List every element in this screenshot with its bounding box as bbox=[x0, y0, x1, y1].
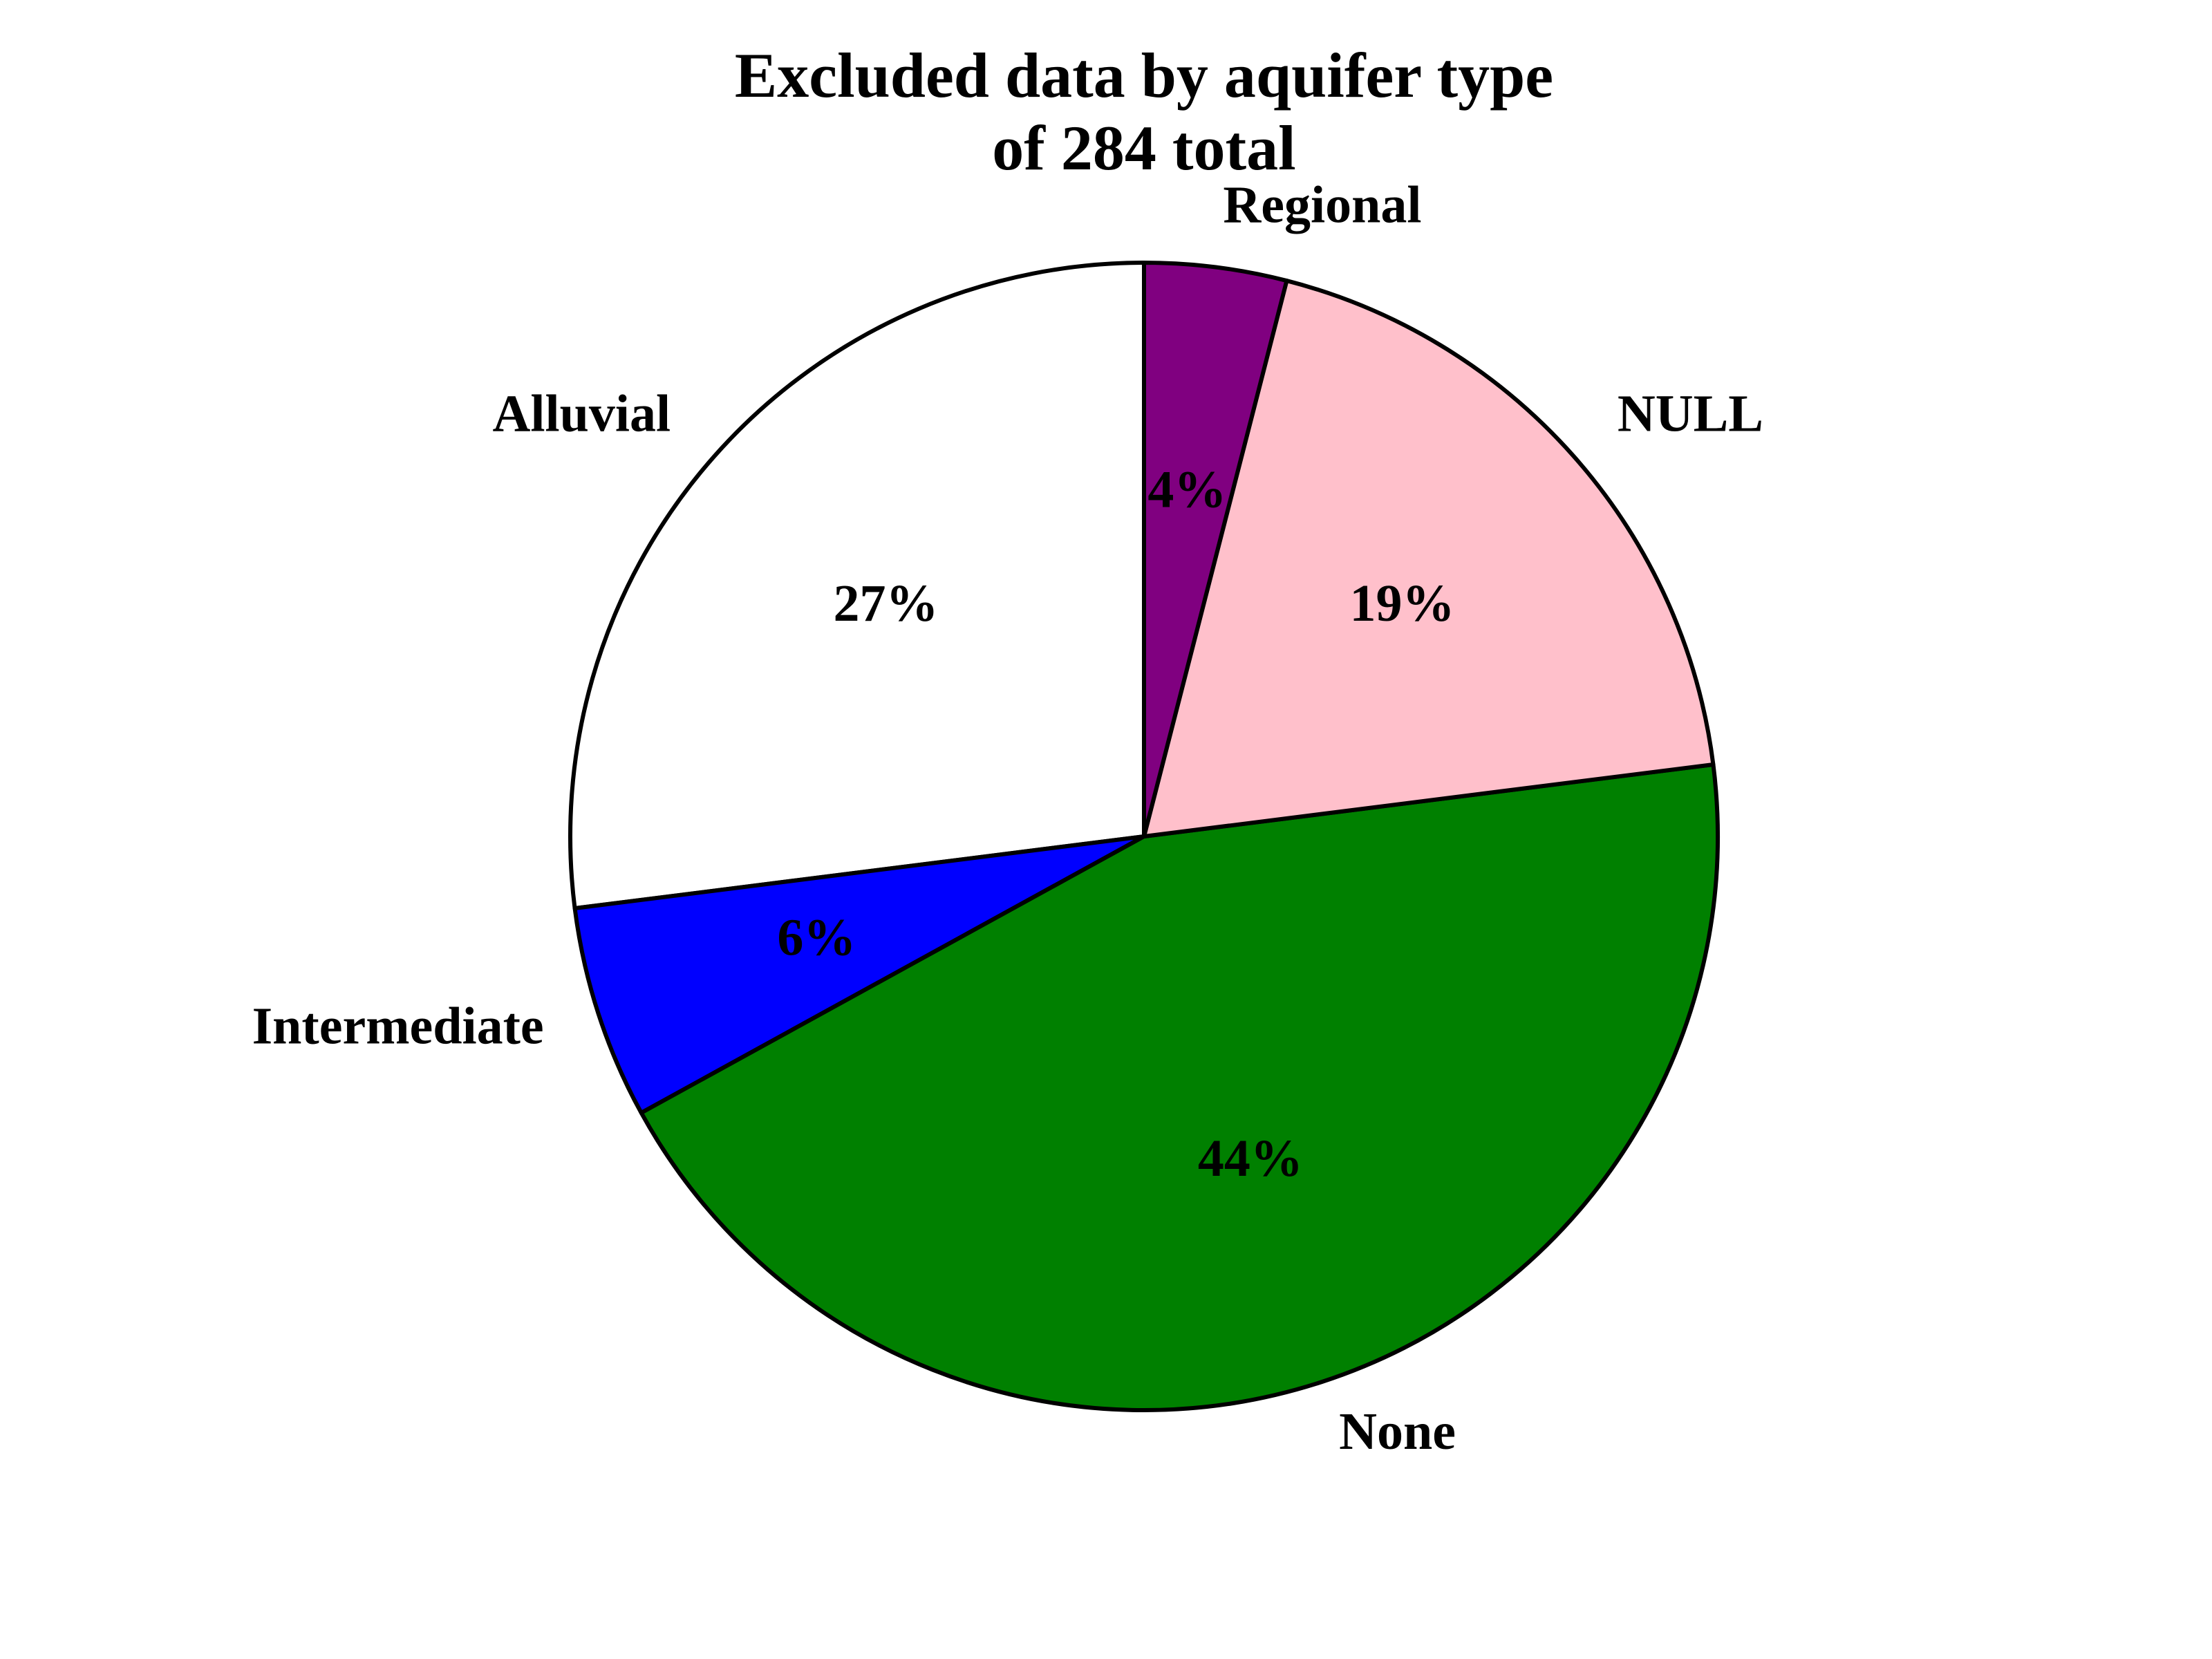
pie-slice-regional bbox=[1142, 261, 1289, 838]
slice-label-null: NULL bbox=[1618, 385, 1763, 443]
pie-slice-none bbox=[639, 762, 1720, 1413]
slice-pct-regional: 4% bbox=[1147, 460, 1226, 518]
chart-title: Excluded data by aquifer type of 284 tot… bbox=[735, 40, 1553, 183]
pie-slices bbox=[568, 261, 1720, 1413]
slice-pct-intermediate: 6% bbox=[777, 908, 856, 966]
pie-labels: Alluvial 27% Intermediate 6% None 44% NULL 19% R… bbox=[252, 176, 1763, 1461]
pie-slice-null bbox=[1142, 279, 1716, 838]
slice-pct-null: 19% bbox=[1350, 574, 1455, 632]
slice-pct-none: 44% bbox=[1198, 1130, 1303, 1188]
slice-label-regional: Regional bbox=[1223, 176, 1421, 234]
pie-slice-alluvial bbox=[568, 261, 1146, 911]
chart-title-line-2: of 284 total bbox=[992, 113, 1295, 183]
slice-label-intermediate: Intermediate bbox=[252, 997, 544, 1056]
chart-title-line-1: Excluded data by aquifer type bbox=[735, 40, 1553, 111]
slice-label-alluvial: Alluvial bbox=[493, 385, 671, 443]
slice-pct-alluvial: 27% bbox=[833, 574, 938, 632]
slice-label-none: None bbox=[1339, 1403, 1456, 1461]
pie-slice-intermediate bbox=[572, 834, 1146, 1115]
